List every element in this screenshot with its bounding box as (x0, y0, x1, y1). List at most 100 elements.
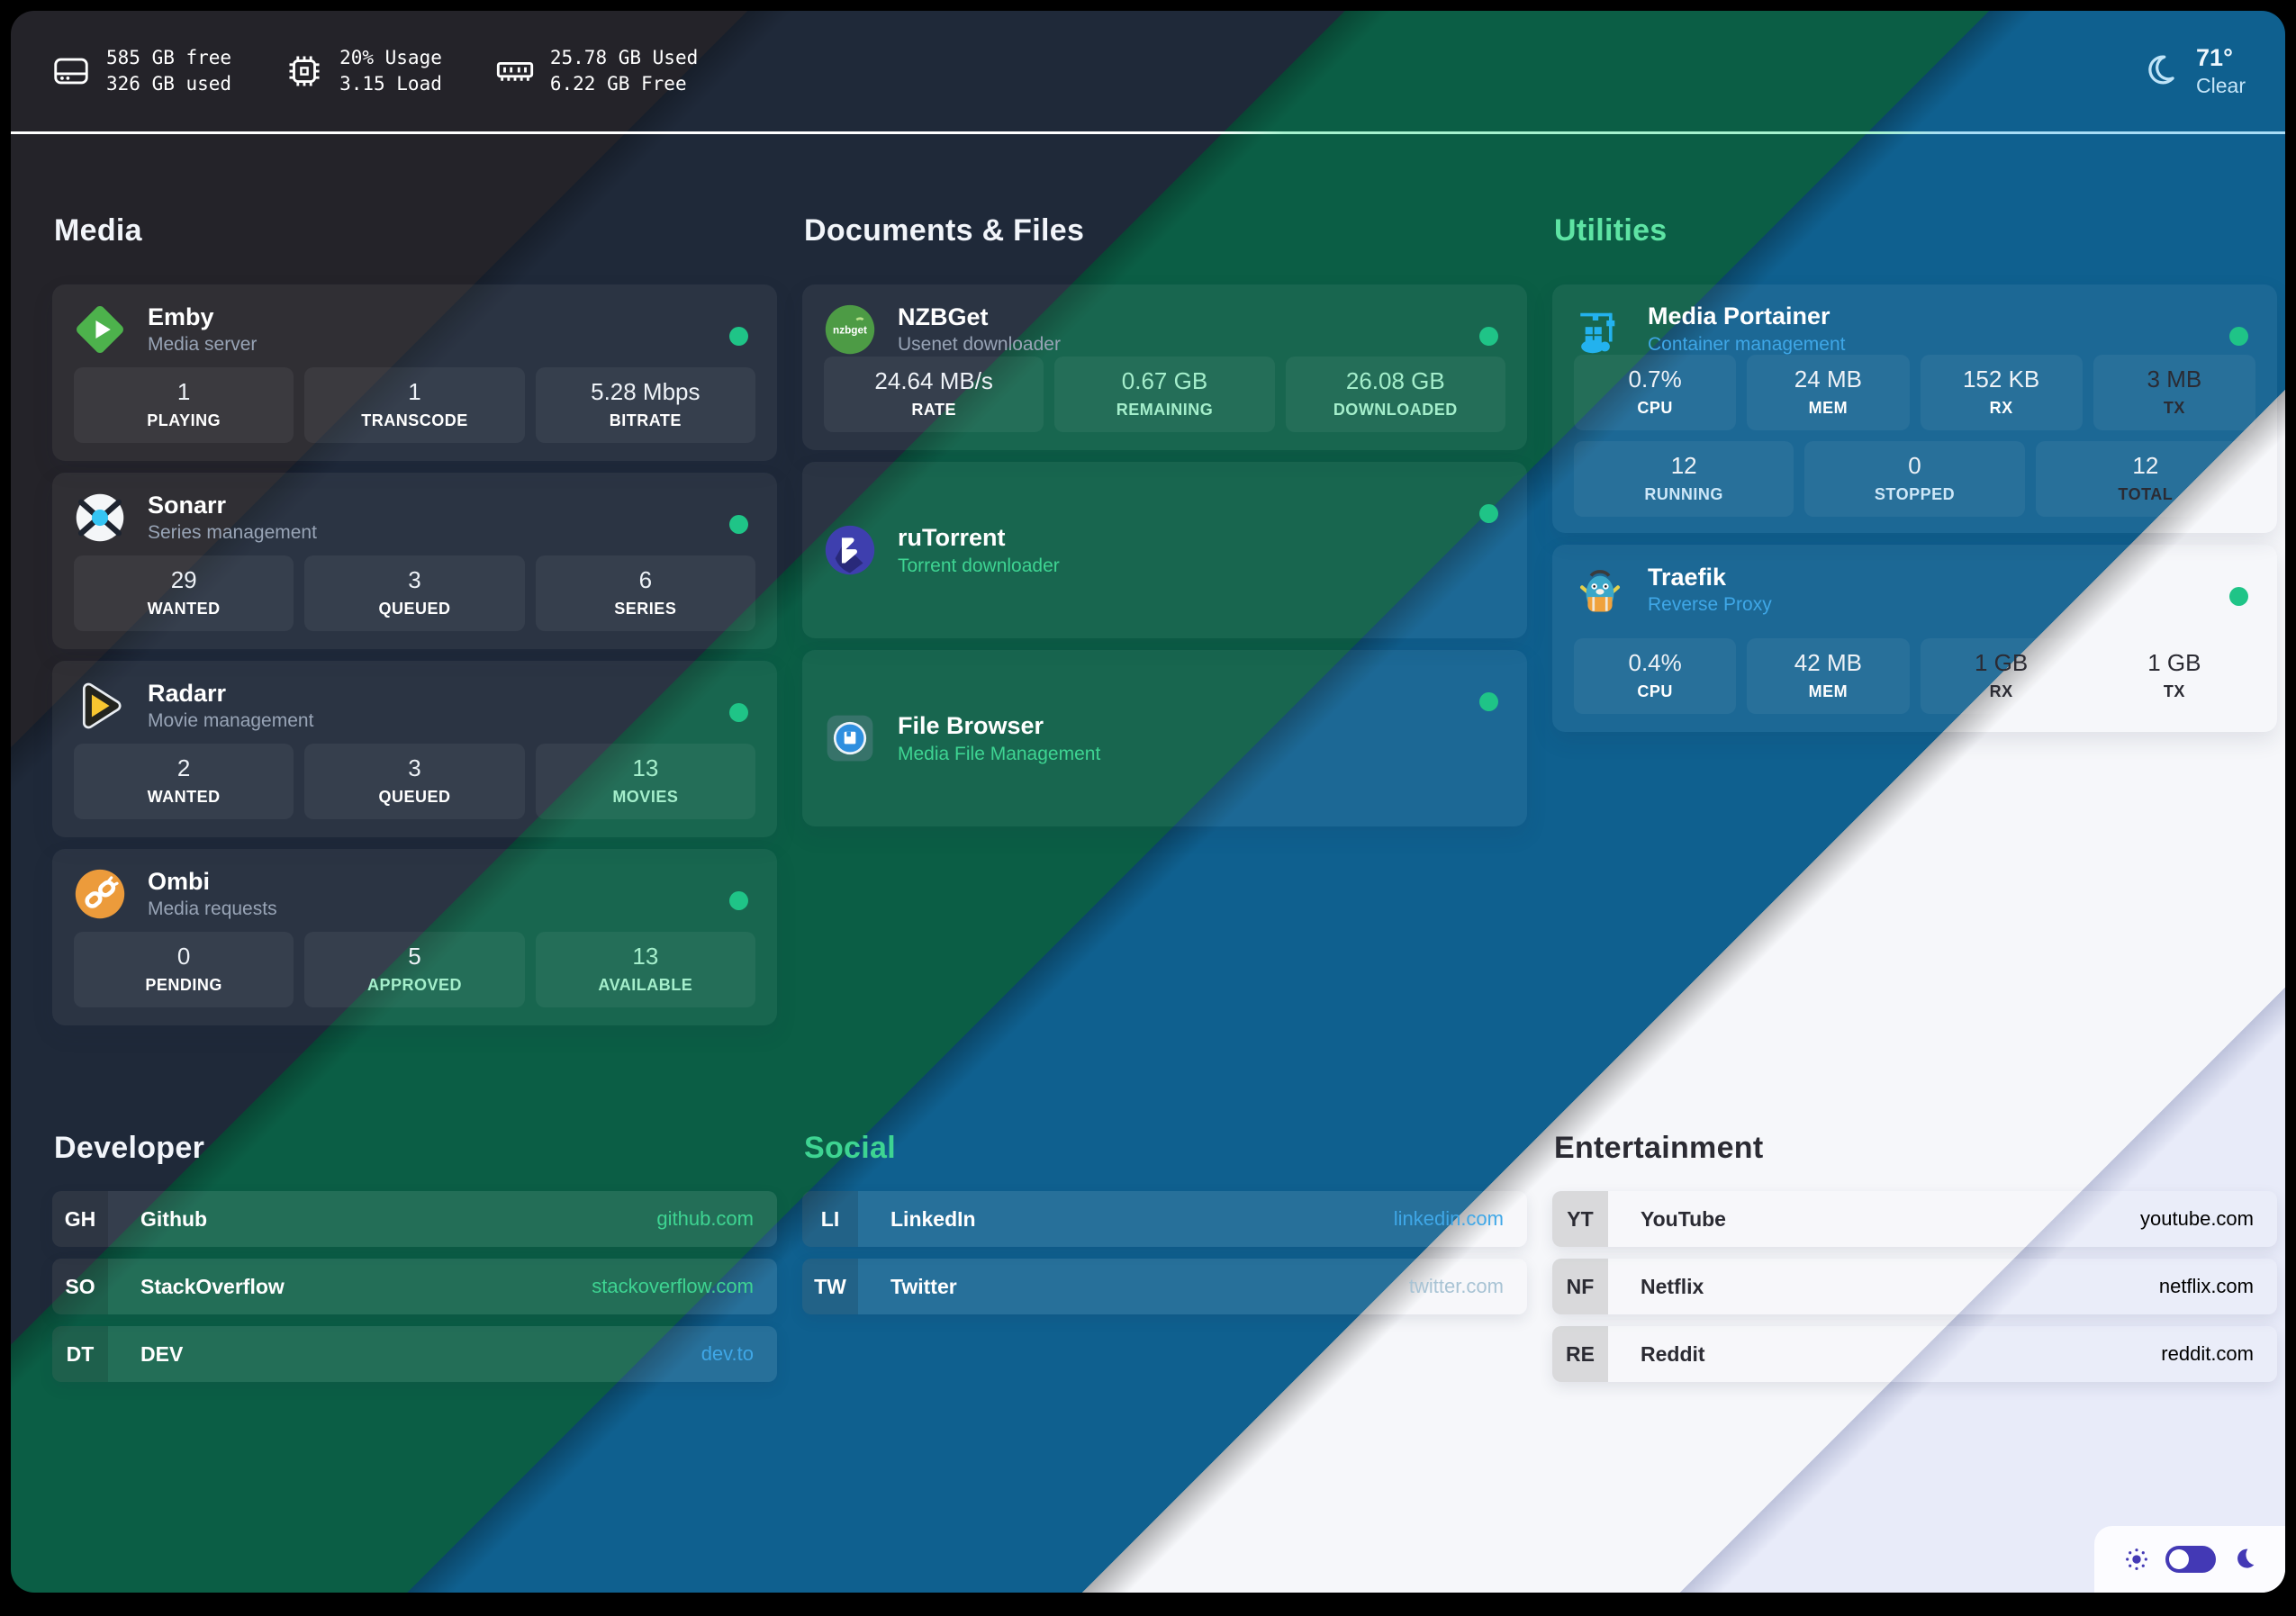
radarr-icon (74, 680, 126, 732)
service-subtitle: Usenet downloader (898, 334, 1061, 356)
service-card-traefik[interactable]: Traefik Reverse Proxy 0.4% CPU 42 MB MEM 1 GB R… (1552, 545, 2277, 732)
service-card-emby[interactable]: Emby Media server 1 PLAYING 1 TRANSCODE 5.28 M… (52, 284, 777, 461)
link-stackoverflow[interactable]: SO StackOverflow stackoverflow.com (52, 1259, 777, 1314)
service-card-ombi[interactable]: Ombi Media requests 0 PENDING 5 APPROVED 13 AVA… (52, 849, 777, 1025)
link-reddit[interactable]: RE Reddit reddit.com (1552, 1326, 2277, 1382)
service-card-rutorrent[interactable]: ruTorrent Torrent downloader (802, 462, 1527, 638)
section-documents: Documents & Files nzbget NZBGet Usenet down… (802, 213, 1527, 838)
link-abbreviation: NF (1552, 1259, 1608, 1314)
stat-value: 0.67 GB (1121, 367, 1208, 394)
stat-box-mem: 42 MB MEM (1747, 638, 1910, 714)
stat-box-pending: 0 PENDING (74, 932, 294, 1007)
status-dot (729, 515, 748, 534)
service-subtitle: Series management (148, 522, 317, 544)
stat-label: CPU (1637, 682, 1673, 700)
theme-switcher (2094, 1526, 2285, 1593)
service-card-radarr[interactable]: Radarr Movie management 2 WANTED 3 QUEUED 13 MO… (52, 661, 777, 837)
stat-value: 5.28 Mbps (591, 378, 701, 405)
link-name: Netflix (1641, 1274, 1704, 1298)
weather-condition: Clear (2196, 74, 2246, 97)
stat-box-remaining: 0.67 GB REMAINING (1054, 357, 1275, 432)
link-url: youtube.com (2140, 1207, 2254, 1230)
stat-value: 2 (176, 754, 191, 781)
stat-label: TOTAL (2118, 485, 2174, 503)
stat-box-running: 12 RUNNING (1574, 441, 1794, 517)
disk-icon (50, 50, 92, 92)
theme-toggle[interactable] (2165, 1546, 2216, 1573)
section-title-media: Media (54, 213, 142, 248)
disk-free-text: 585 GB free (106, 47, 232, 68)
stat-label: PENDING (145, 976, 222, 994)
weather-moon-icon (2138, 50, 2180, 92)
toggle-knob[interactable] (2169, 1549, 2189, 1569)
stat-value: 1 (176, 378, 191, 405)
service-card-nzbget[interactable]: nzbget NZBGet Usenet downloader 24.64 MB/s R… (802, 284, 1527, 450)
stat-box-transcode: 1 TRANSCODE (304, 367, 525, 443)
card-list: nzbget NZBGet Usenet downloader 24.64 MB/s R… (802, 284, 1527, 838)
stat-value: 3 (408, 566, 421, 593)
service-card-sonarr[interactable]: Sonarr Series management 29 WANTED 3 QUEUED 6 S… (52, 473, 777, 649)
service-subtitle: Media File Management (898, 743, 1101, 764)
service-title: Sonarr (148, 492, 227, 519)
link-abbreviation: GH (52, 1191, 108, 1247)
link-netflix[interactable]: NF Netflix netflix.com (1552, 1259, 2277, 1314)
stat-label: BITRATE (609, 411, 682, 429)
stat-box-mem: 24 MB MEM (1747, 355, 1910, 430)
stat-box-cpu: 0.4% CPU (1574, 638, 1737, 714)
stats-row: 29 WANTED 3 QUEUED 6 SERIES (74, 555, 755, 631)
service-title: Ombi (148, 868, 211, 895)
link-github[interactable]: GH Github github.com (52, 1191, 777, 1247)
stat-value: 29 (170, 566, 197, 593)
stat-label: CPU (1637, 399, 1673, 417)
service-title: Radarr (148, 680, 227, 707)
rutorrent-icon (824, 524, 876, 576)
link-name: YouTube (1641, 1206, 1726, 1231)
stat-label: STOPPED (1874, 485, 1956, 503)
link-list: GH Github github.com SO StackOverflow stackov… (52, 1191, 777, 1382)
service-title: File Browser (898, 712, 1044, 740)
stat-box-rate: 24.64 MB/s RATE (824, 357, 1044, 432)
link-list: LI LinkedIn linkedin.com TW Twitter twitter.c… (802, 1191, 1527, 1314)
stat-value: 152 KB (1962, 366, 2040, 393)
sonarr-icon (74, 492, 126, 544)
link-name: LinkedIn (890, 1206, 976, 1231)
link-twitter[interactable]: TW Twitter twitter.com (802, 1259, 1527, 1314)
card-header: nzbget NZBGet Usenet downloader (824, 302, 1505, 356)
cpu-load-text: 3.15 Load (339, 73, 442, 95)
stat-label: APPROVED (366, 976, 462, 994)
stat-label: RATE (911, 401, 956, 419)
link-abbreviation: RE (1552, 1326, 1608, 1382)
nzbget-icon: nzbget (824, 303, 876, 356)
link-linkedin[interactable]: LI LinkedIn linkedin.com (802, 1191, 1527, 1247)
stat-label: SERIES (614, 600, 677, 618)
traefik-icon (1574, 564, 1626, 616)
link-youtube[interactable]: YT YouTube youtube.com (1552, 1191, 2277, 1247)
link-url: dev.to (701, 1342, 754, 1365)
stat-box-queued: 3 QUEUED (304, 744, 525, 819)
ram-used-text: 25.78 GB Used (549, 47, 699, 68)
card-header: Sonarr Series management (74, 491, 755, 544)
stat-value: 24 MB (1794, 366, 1862, 393)
stat-box-approved: 5 APPROVED (304, 932, 525, 1007)
link-url: stackoverflow.com (592, 1275, 754, 1297)
stat-label: MOVIES (612, 788, 679, 806)
stat-value: 26.08 GB (1345, 367, 1445, 394)
section-developer: Developer GH Github github.com SO StackOverfl… (52, 1131, 777, 1382)
stat-value: 24.64 MB/s (874, 367, 993, 394)
stat-label: TX (2163, 399, 2185, 417)
section-social: Social LI LinkedIn linkedin.com TW Twitter twi… (802, 1131, 1527, 1314)
service-card-filebrowser[interactable]: File Browser Media File Management (802, 650, 1527, 826)
stat-box-series: 6 SERIES (535, 555, 755, 631)
section-title-entertainment: Entertainment (1554, 1131, 1764, 1165)
sun-icon (2123, 1546, 2150, 1573)
portainer-icon (1574, 302, 1626, 355)
section-entertainment: Entertainment YT YouTube youtube.com NF Netfl… (1552, 1131, 2277, 1382)
link-dev[interactable]: DT DEV dev.to (52, 1326, 777, 1382)
link-abbreviation: TW (802, 1259, 858, 1314)
status-dot (2229, 587, 2248, 606)
dashboard-page: 585 GB free 326 GB used 20% Usage 3.15 L… (11, 11, 2285, 1593)
card-header: Radarr Movie management (74, 679, 755, 732)
link-url: netflix.com (2158, 1275, 2254, 1297)
service-card-portainer[interactable]: Media Portainer Container management 0.7% C… (1552, 284, 2277, 533)
stat-value: 5 (408, 943, 421, 970)
